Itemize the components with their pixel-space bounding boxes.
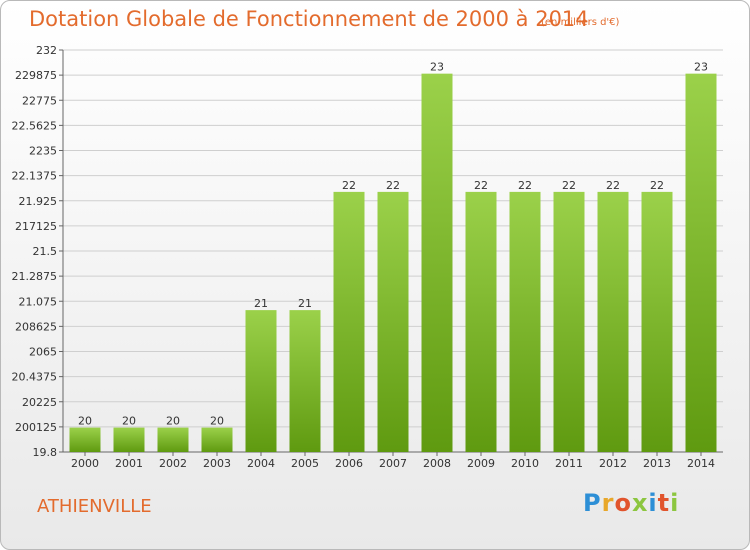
data-label: 21 [254, 297, 268, 310]
bar-2005 [289, 310, 321, 452]
bar-2004 [245, 310, 277, 452]
x-tick-label: 2004 [247, 457, 275, 470]
chart-title: Dotation Globale de Fonctionnement de 20… [29, 7, 589, 31]
data-label: 22 [342, 179, 356, 192]
data-label: 20 [166, 415, 180, 428]
bar-2010 [509, 191, 541, 452]
x-tick-label: 2014 [687, 457, 715, 470]
x-tick-label: 2005 [291, 457, 319, 470]
bar-2012 [597, 191, 629, 452]
bar-2002 [157, 427, 189, 452]
x-tick-label: 2011 [555, 457, 583, 470]
data-label: 22 [562, 179, 576, 192]
y-tick-label: 22.1375 [12, 170, 58, 183]
bar-2008 [421, 73, 453, 452]
data-label: 22 [650, 179, 664, 192]
x-tick-label: 2008 [423, 457, 451, 470]
data-label: 22 [474, 179, 488, 192]
logo-letter: r [601, 489, 615, 517]
data-label: 23 [430, 61, 444, 74]
y-tick-label: 21.5 [33, 245, 58, 258]
bar-2003 [201, 427, 233, 452]
bar-2014 [685, 73, 717, 452]
y-axis: 19.8 200125 20225 20.4375 2065 208625 21.075 21… [12, 44, 723, 459]
x-tick-label: 2012 [599, 457, 627, 470]
y-tick-label: 19.8 [33, 446, 58, 459]
proxiti-logo: Proxiti [583, 489, 679, 517]
data-label: 20 [78, 415, 92, 428]
data-label: 22 [518, 179, 532, 192]
logo-letter: o [614, 489, 632, 517]
y-tick-label: 22775 [22, 94, 57, 107]
data-label: 21 [298, 297, 312, 310]
bar-2013 [641, 191, 673, 452]
data-labels: 20 20 20 20 21 21 22 22 23 22 22 22 22 22 23 [78, 61, 708, 428]
x-tick-label: 2001 [115, 457, 143, 470]
y-tick-label: 217125 [15, 220, 57, 233]
x-tick-label: 2006 [335, 457, 363, 470]
bar-2001 [113, 427, 145, 452]
y-tick-label: 200125 [15, 421, 57, 434]
y-tick-label: 2235 [29, 145, 57, 158]
x-tick-label: 2002 [159, 457, 187, 470]
y-tick-label: 21.075 [19, 295, 58, 308]
x-tick-label: 2009 [467, 457, 495, 470]
y-tick-label: 21.925 [19, 195, 58, 208]
bar-2006 [333, 191, 365, 452]
data-label: 23 [694, 61, 708, 74]
bar-2007 [377, 191, 409, 452]
data-label: 20 [122, 415, 136, 428]
logo-letter: i [648, 489, 658, 517]
x-axis: 2000 2001 2002 2003 2004 2005 2006 2007 2008 2009… [71, 452, 715, 470]
logo-letter: i [670, 489, 680, 517]
chart-unit: (en milliers d'€) [541, 17, 620, 28]
logo-letter: P [583, 489, 602, 517]
data-label: 22 [606, 179, 620, 192]
data-label: 20 [210, 415, 224, 428]
bar-2000 [69, 427, 101, 452]
y-tick-label: 22.5625 [12, 119, 58, 132]
y-tick-label: 229875 [15, 69, 57, 82]
logo-letter: t [657, 489, 671, 517]
commune-name: ATHIENVILLE [37, 496, 152, 517]
y-tick-label: 20225 [22, 396, 57, 409]
x-tick-label: 2013 [643, 457, 671, 470]
bar-2011 [553, 191, 585, 452]
y-tick-label: 21.2875 [12, 270, 58, 283]
x-tick-label: 2000 [71, 457, 99, 470]
bar-2009 [465, 191, 497, 452]
data-label: 22 [386, 179, 400, 192]
x-tick-label: 2007 [379, 457, 407, 470]
bars [69, 73, 717, 452]
y-tick-label: 208625 [15, 320, 57, 333]
logo-letter: x [631, 489, 649, 517]
x-tick-label: 2003 [203, 457, 231, 470]
y-tick-label: 2065 [29, 346, 57, 359]
x-tick-label: 2010 [511, 457, 539, 470]
y-tick-label: 20.4375 [12, 371, 58, 384]
y-tick-label: 232 [36, 44, 57, 57]
